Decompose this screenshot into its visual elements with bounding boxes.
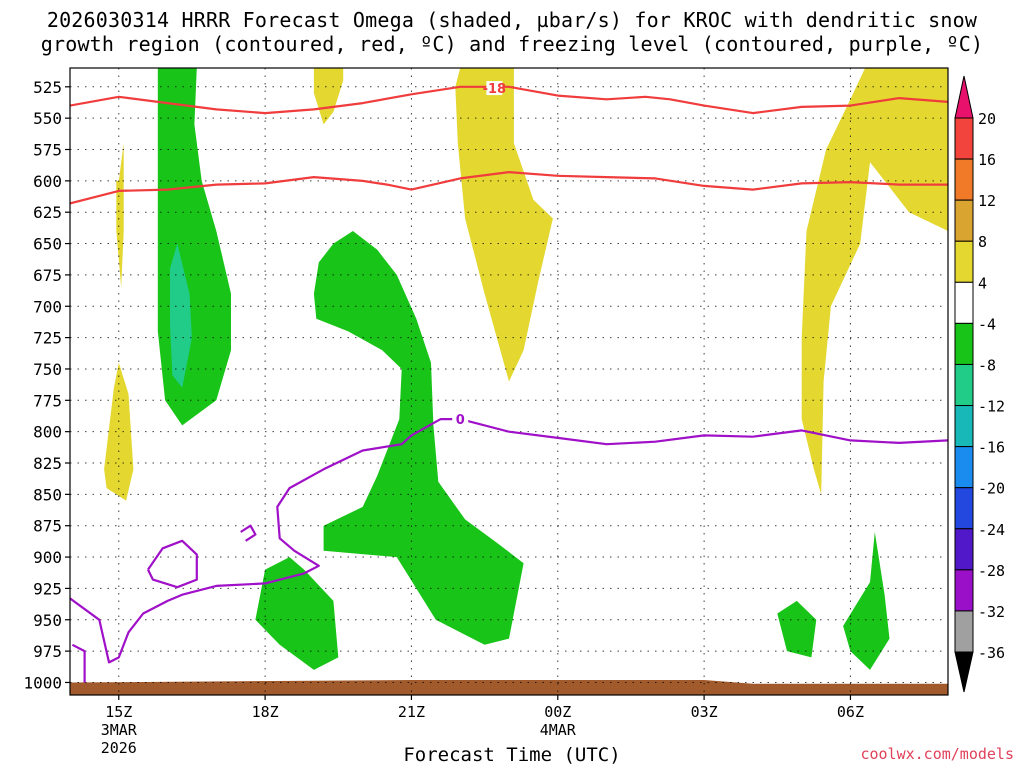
y-tick-label-850: 850	[33, 485, 62, 504]
colorbar-label-11: -28	[978, 562, 1005, 580]
chart-title-line1: 2026030314 HRRR Forecast Omega (shaded, …	[46, 8, 978, 32]
omega-shade--4-to-8-6	[313, 231, 524, 645]
colorbar-label-13: -36	[978, 644, 1005, 662]
y-tick-label-700: 700	[33, 297, 62, 316]
contour-line-1	[70, 171, 948, 205]
credit-link[interactable]: coolwx.com/models	[860, 745, 1014, 763]
x-tick-date-15Z: 3MAR	[101, 721, 138, 739]
omega-shade--8-to-12-10	[170, 243, 192, 388]
colorbar-label-0: 20	[978, 110, 996, 128]
contour-line-2	[70, 418, 948, 664]
colorbar-label-1: 16	[978, 151, 996, 169]
y-tick-label-775: 775	[33, 391, 62, 410]
contour-label-2: 0	[456, 413, 465, 428]
y-tick-label-650: 650	[33, 235, 62, 254]
colorbar-swatch-7	[954, 405, 974, 448]
y-tick-label-950: 950	[33, 611, 62, 630]
colorbar-swatch-8	[954, 446, 974, 489]
contour-line-4	[240, 524, 257, 542]
omega-shade--4-to-8-7	[255, 557, 339, 670]
y-tick-label-550: 550	[33, 109, 62, 128]
x-tick-year-15Z: 2026	[101, 739, 137, 757]
y-tick-label-600: 600	[33, 172, 62, 191]
colorbar-label-10: -24	[978, 521, 1005, 539]
colorbar-label-3: 8	[978, 233, 987, 251]
colorbar-swatch-0	[954, 117, 974, 160]
colorbar-label-5: -4	[978, 315, 996, 333]
colorbar-label-4: 4	[978, 274, 987, 292]
x-tick-label-00Z: 00Z	[544, 703, 571, 721]
y-tick-label-1000: 1000	[23, 673, 62, 692]
colorbar-label-2: 12	[978, 192, 996, 210]
contour-line-5	[71, 643, 86, 683]
colorbar-swatch-2	[954, 199, 974, 242]
colorbar-label-7: -12	[978, 398, 1005, 416]
colorbar-swatch-5	[954, 322, 974, 365]
y-tick-label-675: 675	[33, 266, 62, 285]
x-tick-label-15Z: 15Z	[105, 703, 132, 721]
omega-shade-4-to-8-2	[313, 68, 344, 125]
colorbar-swatch-11	[954, 569, 974, 612]
colorbar-label-6: -8	[978, 356, 996, 374]
contour-label-0: -18	[483, 82, 507, 97]
colorbar-label-8: -16	[978, 439, 1005, 457]
y-tick-label-625: 625	[33, 203, 62, 222]
colorbar-top-triangle	[954, 75, 974, 119]
contour-line-0	[70, 85, 948, 115]
y-tick-label-900: 900	[33, 548, 62, 567]
colorbar-swatch-3	[954, 240, 974, 283]
y-tick-label-975: 975	[33, 642, 62, 661]
omega-shade--4-to-8-5	[157, 68, 231, 426]
omega-shade-4-to-8-4	[801, 68, 948, 495]
colorbar-bottom-triangle	[954, 651, 974, 693]
y-tick-label-800: 800	[33, 423, 62, 442]
colorbar-swatch-10	[954, 528, 974, 571]
omega-shade-4-to-8-1	[104, 362, 134, 501]
colorbar-swatch-1	[954, 158, 974, 201]
colorbar-label-9: -20	[978, 480, 1005, 498]
omega-shade-4-to-8-0	[116, 143, 124, 288]
chart-title-line2: growth region (contoured, red, ºC) and f…	[40, 32, 984, 56]
plot-frame	[69, 67, 949, 696]
colorbar-swatch-12	[954, 610, 974, 653]
colorbar-swatch-9	[954, 487, 974, 530]
omega-shade-ground-11	[70, 680, 948, 695]
y-tick-label-725: 725	[33, 329, 62, 348]
y-tick-label-525: 525	[33, 78, 62, 97]
y-tick-label-875: 875	[33, 517, 62, 536]
omega-shade-4-to-8-3	[455, 68, 553, 382]
y-tick-label-750: 750	[33, 360, 62, 379]
omega-shade--4-to-8-9	[843, 532, 890, 670]
x-tick-label-06Z: 06Z	[837, 703, 864, 721]
x-tick-label-21Z: 21Z	[398, 703, 425, 721]
contour-label-bg-0	[486, 81, 503, 96]
contour-label-bg-2	[452, 412, 469, 427]
colorbar-swatch-6	[954, 363, 974, 407]
colorbar-label-12: -32	[978, 603, 1005, 621]
colorbar-swatch-4	[954, 281, 974, 324]
y-tick-label-575: 575	[33, 141, 62, 160]
y-tick-label-925: 925	[33, 579, 62, 598]
contour-line-3	[147, 539, 198, 589]
x-tick-date-00Z: 4MAR	[540, 721, 577, 739]
x-tick-label-18Z: 18Z	[252, 703, 279, 721]
omega-shade--4-to-8-8	[777, 600, 817, 658]
y-tick-label-825: 825	[33, 454, 62, 473]
x-axis-label: Forecast Time (UTC)	[403, 744, 621, 766]
x-tick-label-03Z: 03Z	[691, 703, 718, 721]
